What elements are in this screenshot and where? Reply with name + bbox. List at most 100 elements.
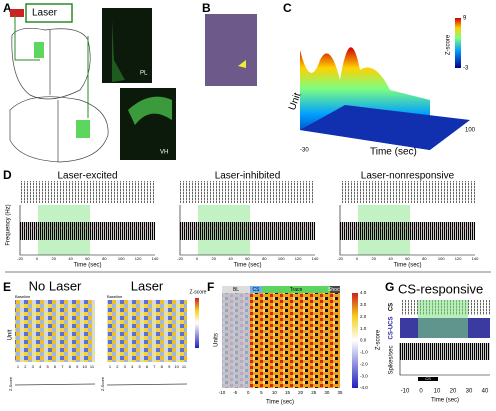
axis-label: Z-Score — [8, 376, 13, 391]
colorbar-tick: -2.0 — [360, 361, 368, 366]
x-tick: 0 — [356, 256, 359, 261]
colorbar-tick: 2.0 — [360, 314, 367, 319]
colorbar-title: Z-score — [376, 329, 382, 350]
arrowhead — [238, 60, 246, 68]
colorbar — [352, 293, 358, 388]
colorbar-title: Z-score — [190, 289, 207, 295]
x-tick: 20 — [298, 390, 304, 395]
colorbar-tick: -4.0 — [360, 385, 368, 390]
x-tick: 20 — [372, 256, 377, 261]
x-tick: 25 — [311, 390, 317, 395]
injection — [76, 120, 90, 138]
x-tick: 11 — [182, 364, 187, 369]
x-tick: 5 — [46, 364, 49, 369]
axis-label: Spikes/sec — [389, 345, 395, 374]
axis-label: Frequency (Hz) — [6, 204, 12, 245]
histogram — [180, 205, 315, 255]
x-tick: 9 — [76, 364, 79, 369]
x-tick: 2 — [116, 364, 119, 369]
x-tick: 60 — [85, 256, 90, 261]
baseline-label: Baseline — [15, 294, 31, 299]
x-tick: 5 — [260, 390, 263, 395]
laser-box — [25, 3, 73, 23]
panel-letter: A — [3, 1, 12, 15]
x-tick: 120 — [455, 256, 462, 261]
colorbar-tick: -1.0 — [360, 350, 368, 355]
phase-label: Trace — [290, 287, 303, 293]
laser-source — [10, 9, 24, 17]
histogram — [340, 205, 475, 255]
heatmap — [15, 300, 95, 362]
x-tick: 10 — [82, 364, 87, 369]
raster-label: CS — [389, 303, 395, 311]
fiber — [14, 15, 89, 118]
x-tick: 3 — [32, 364, 35, 369]
raster-label: CS-UCS — [389, 316, 395, 339]
x-tick: 140 — [472, 256, 479, 261]
x-tick: 140 — [312, 256, 319, 261]
x-tick: 9 — [168, 364, 171, 369]
raster — [340, 181, 475, 203]
x-tick: -5 — [233, 390, 237, 395]
x-tick: 80 — [102, 256, 107, 261]
fluorescence — [128, 96, 172, 125]
axis-label: Time (sec) — [393, 263, 421, 269]
panel-letter: F — [207, 280, 214, 294]
z-score-line — [14, 383, 96, 386]
colorbar-title: Z-score — [446, 34, 452, 55]
panel-letter: E — [3, 280, 11, 294]
brain-section — [11, 28, 91, 100]
z-score-line — [106, 383, 188, 386]
axis-label: Time (sec) — [233, 263, 261, 269]
x-tick: 8 — [69, 364, 72, 369]
cs-bar-label: CS — [425, 376, 431, 381]
x-tick: 30 — [466, 389, 473, 395]
colorbar — [195, 298, 199, 348]
phase-bar — [262, 286, 330, 293]
x-tick: 40 — [388, 256, 393, 261]
x-tick: 35 — [337, 390, 343, 395]
cs-bar — [418, 377, 438, 381]
heatmap — [107, 300, 187, 362]
colorbar-tick: 3.0 — [360, 302, 367, 307]
phase-label: CS — [253, 287, 261, 293]
baseline-label: Baseline — [107, 294, 123, 299]
panel-letter: B — [202, 1, 211, 15]
x-tick: -10 — [401, 389, 410, 395]
panel-letter: D — [3, 168, 12, 182]
panel-title: Laser-excited — [57, 171, 117, 182]
axes — [19, 205, 155, 256]
x-tick: -30 — [300, 148, 309, 154]
x-tick: 7 — [61, 364, 64, 369]
phase-bar — [250, 286, 262, 293]
colorbar — [455, 18, 461, 68]
panel-title: No Laser — [29, 278, 82, 293]
laser-label: Laser — [32, 8, 58, 19]
x-tick: 100 — [118, 256, 125, 261]
x-tick: 2 — [24, 364, 27, 369]
x-tick: 7 — [153, 364, 156, 369]
micrograph — [102, 8, 152, 83]
brain-section — [9, 96, 109, 163]
x-tick: 15 — [285, 390, 291, 395]
x-tick: 8 — [161, 364, 164, 369]
raster — [20, 181, 155, 203]
colorbar-tick: 0.0 — [360, 338, 367, 343]
panel-letter: C — [283, 1, 292, 15]
panel-title: Laser — [131, 278, 164, 293]
axes — [179, 205, 315, 256]
x-tick: 100 — [438, 256, 445, 261]
axes — [339, 205, 475, 256]
x-tick: 20 — [450, 389, 457, 395]
fluorescence — [112, 20, 125, 82]
x-tick: 0 — [419, 389, 423, 395]
x-tick: 60 — [245, 256, 250, 261]
x-tick: 80 — [422, 256, 427, 261]
axis-label: Time (sec) — [73, 263, 101, 269]
axis-label: Units — [214, 333, 220, 347]
colorbar-tick: -3 — [463, 66, 469, 72]
x-tick: 11 — [90, 364, 95, 369]
panel-letter: G — [385, 280, 394, 294]
x-tick: 120 — [295, 256, 302, 261]
histogram — [20, 205, 155, 255]
